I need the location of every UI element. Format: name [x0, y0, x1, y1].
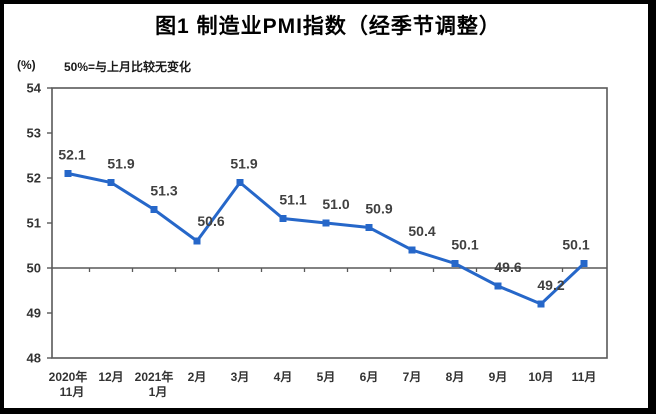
y-tick-label: 49 [27, 306, 41, 321]
x-tick-label: 2020年 [49, 369, 88, 384]
data-point-label: 52.1 [58, 147, 85, 163]
data-point-label: 50.9 [365, 201, 392, 217]
y-tick-label: 53 [27, 126, 41, 141]
data-point-label: 51.3 [150, 183, 177, 199]
data-point-marker [580, 260, 588, 267]
pmi-series-line [67, 172, 586, 306]
x-tick-label: 5月 [317, 370, 336, 384]
x-tick-label: 8月 [446, 370, 465, 384]
data-point-marker [107, 179, 115, 186]
x-tick-label: 2021年 [135, 369, 174, 384]
chart-title: 图1 制造业PMI指数（经季节调整） [155, 15, 501, 38]
data-point-marker [150, 206, 158, 213]
x-tick-label: 11月 [60, 385, 85, 399]
y-tick-label: 52 [27, 171, 41, 186]
data-point-label: 50.4 [408, 223, 435, 239]
x-tick-label: 2月 [188, 370, 207, 384]
data-point-label: 50.1 [451, 237, 478, 253]
x-tick-label: 11月 [572, 370, 597, 384]
data-point-marker [451, 260, 459, 267]
data-point-marker [537, 300, 545, 308]
y-tick-label: 54 [27, 81, 42, 96]
data-point-marker [408, 246, 416, 254]
y-tick-label: 48 [27, 351, 41, 366]
x-tick-label: 7月 [403, 370, 422, 384]
y-tick-label: 51 [27, 216, 41, 231]
data-point-label: 49.2 [537, 277, 564, 293]
data-point-label: 50.6 [197, 213, 224, 229]
x-tick-label: 6月 [360, 370, 379, 384]
data-point-marker [193, 237, 201, 245]
x-tick-label: 12月 [98, 370, 123, 384]
reference-line-note: 50%=与上月比较无变化 [64, 60, 192, 74]
data-point-label: 49.6 [494, 259, 521, 275]
x-tick-label: 1月 [149, 385, 168, 399]
data-point-marker [494, 282, 502, 290]
data-point-marker [322, 219, 330, 227]
y-tick-label: 50 [27, 261, 41, 276]
data-point-marker [365, 224, 373, 231]
data-point-label: 51.1 [279, 192, 306, 208]
x-tick-label: 4月 [274, 370, 293, 384]
data-point-marker [279, 215, 287, 222]
data-point-marker [236, 179, 244, 186]
x-tick-label: 9月 [489, 370, 508, 384]
data-point-label: 50.1 [562, 237, 589, 253]
x-tick-label: 3月 [231, 370, 250, 384]
data-point-marker [64, 170, 72, 177]
x-tick-label: 10月 [528, 370, 553, 384]
data-point-label: 51.9 [107, 156, 134, 172]
data-point-label: 51.9 [230, 156, 257, 172]
data-point-label: 51.0 [322, 196, 349, 212]
y-axis-unit-label: (%) [17, 58, 36, 72]
